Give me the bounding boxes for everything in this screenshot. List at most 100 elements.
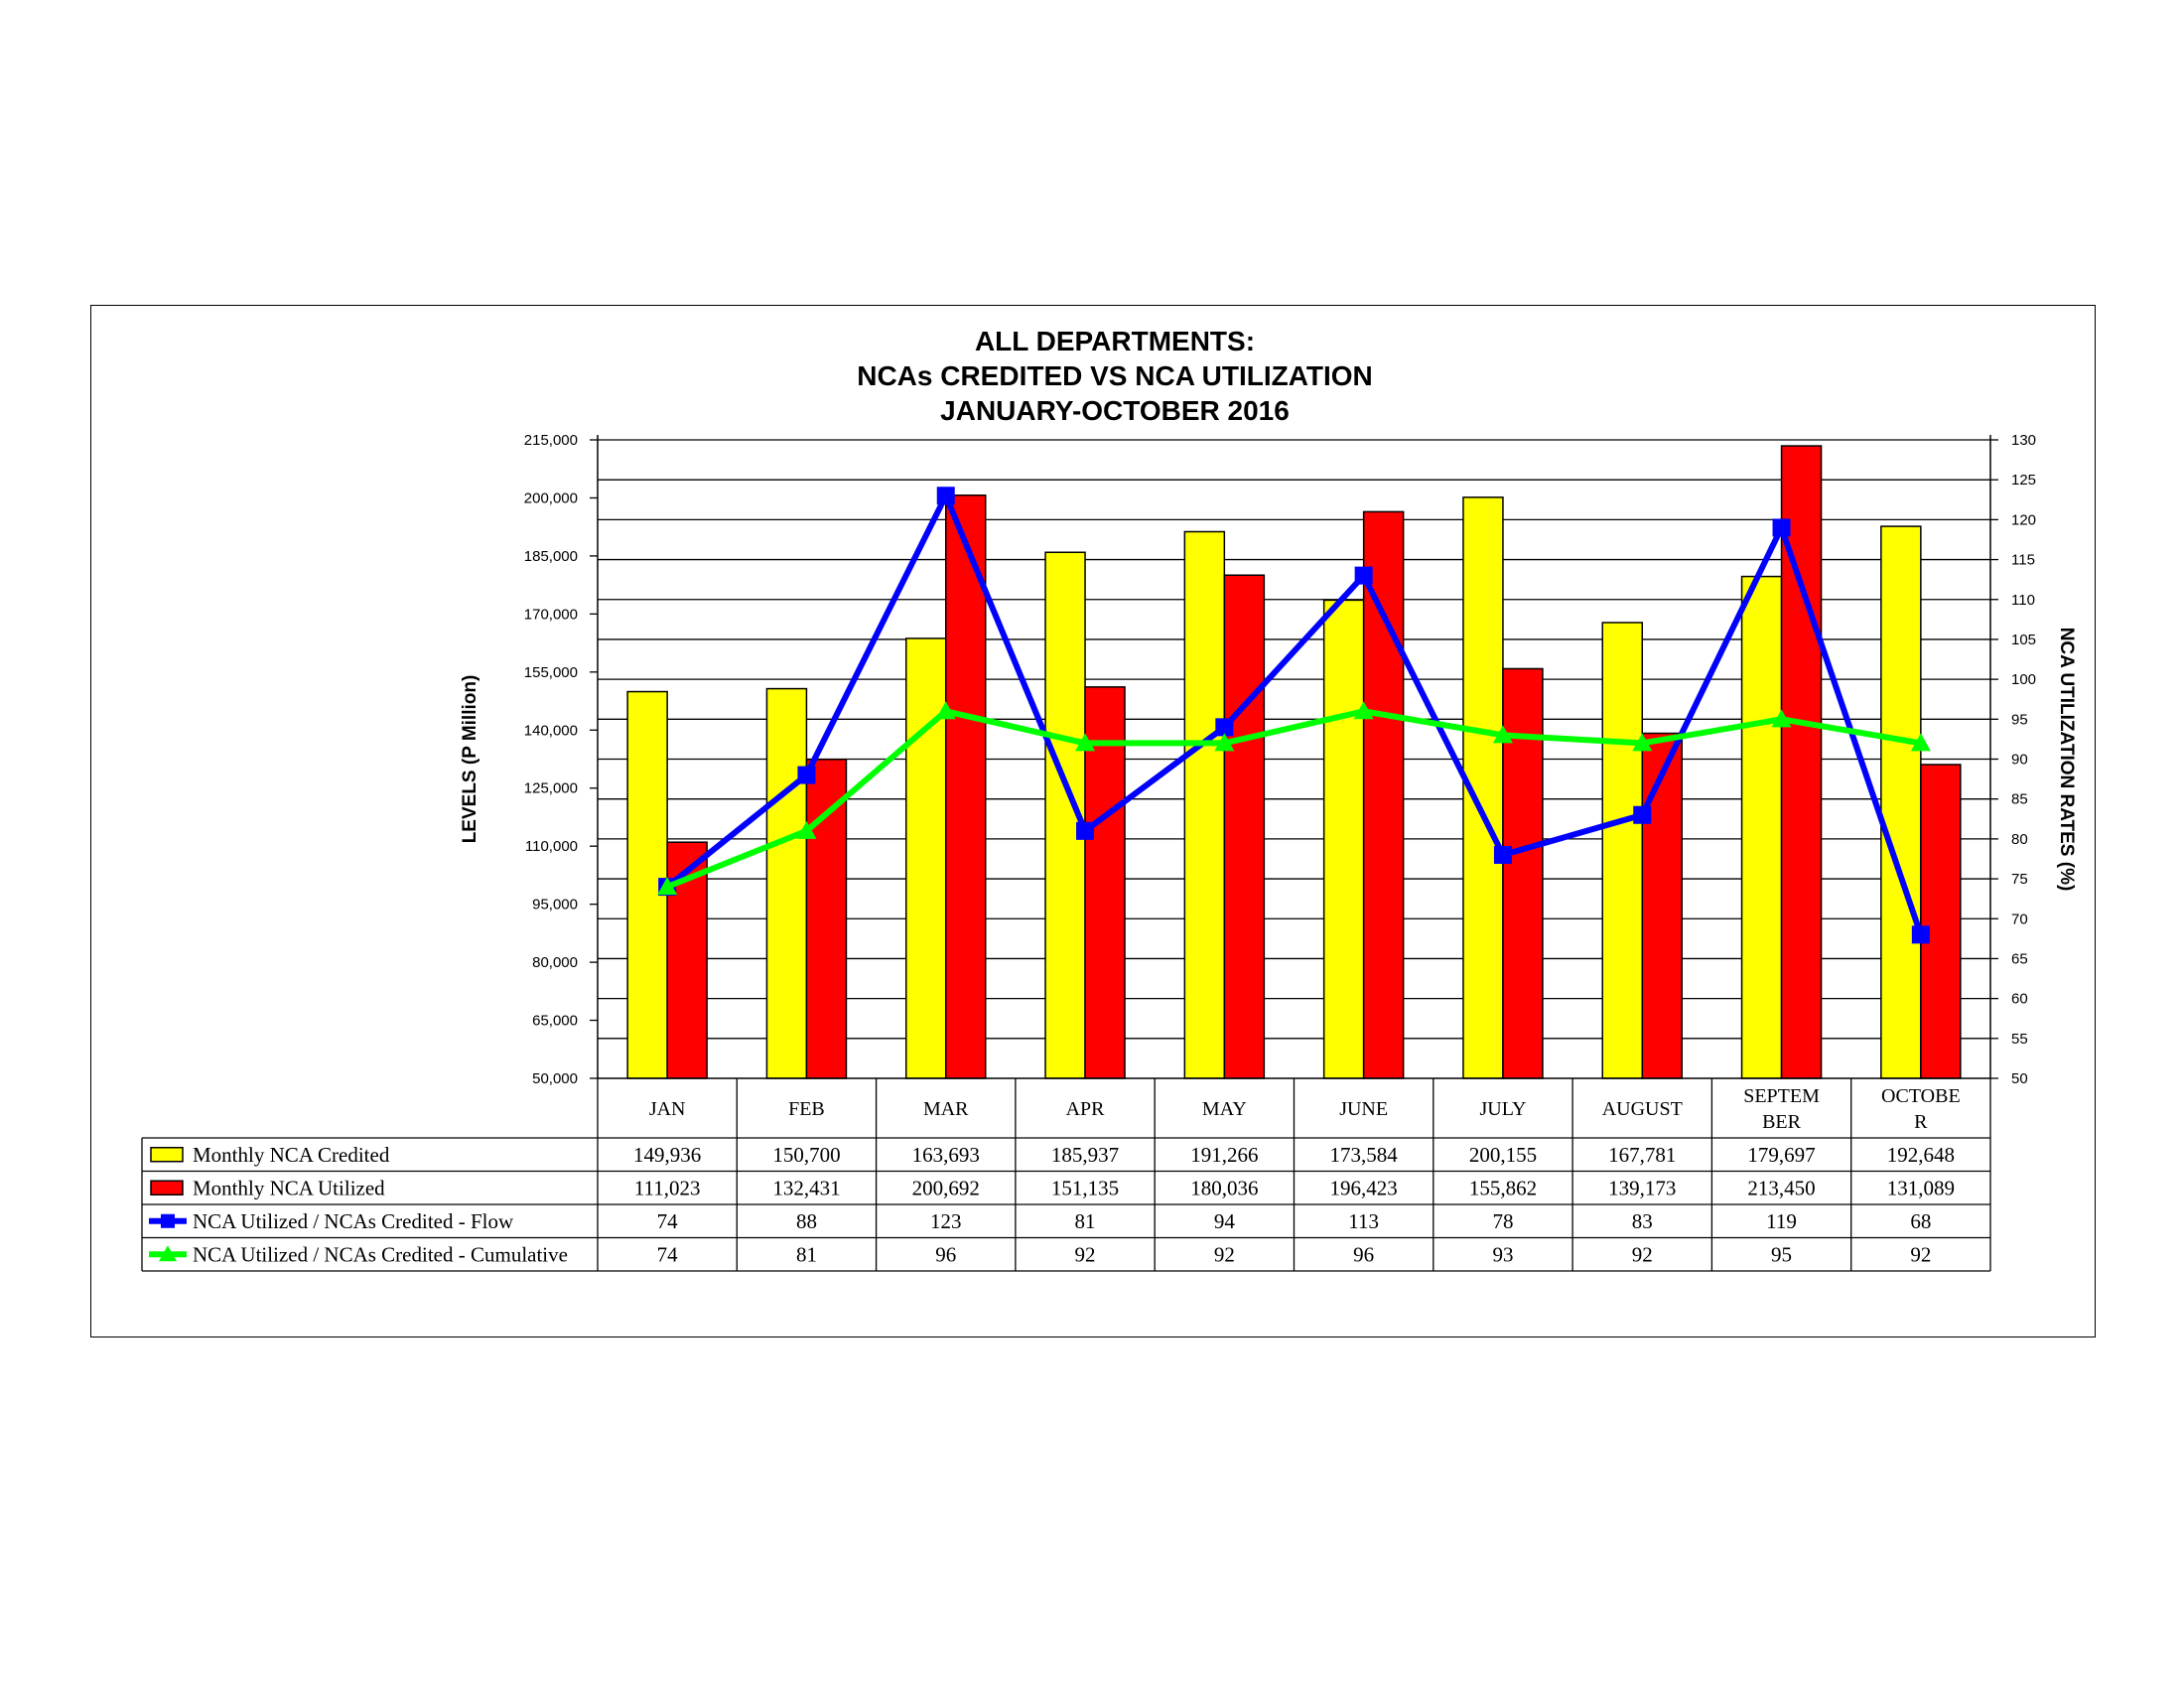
y-tick-label: 80,000	[532, 954, 578, 971]
y2-tick-label: 50	[2011, 1070, 2028, 1087]
bars	[626, 445, 1962, 1079]
x-tick-label: R	[1914, 1111, 1928, 1133]
table-cell: 81	[1075, 1209, 1096, 1233]
y-tick-label: 185,000	[524, 548, 578, 565]
x-tick-label: JUNE	[1339, 1098, 1388, 1120]
table-cell: 179,697	[1747, 1143, 1815, 1167]
y2-tick-label: 70	[2011, 911, 2028, 927]
utilized-bar	[805, 759, 848, 1079]
y2-tick-label: 120	[2011, 511, 2036, 528]
y2-tick-label: 60	[2011, 991, 2028, 1008]
credited-bar	[1183, 530, 1226, 1079]
cumulative-point	[796, 820, 817, 839]
table-cell: 96	[935, 1242, 956, 1266]
y-tick-label: 50,000	[532, 1070, 578, 1087]
y2-tick-label: 105	[2011, 632, 2036, 648]
credited-bar	[765, 687, 808, 1079]
cumulative-point	[1632, 733, 1653, 752]
chart-title-line: ALL DEPARTMENTS:	[975, 326, 1255, 356]
table-cell: 111,023	[634, 1176, 701, 1199]
flow-point	[1493, 845, 1512, 864]
table-cell: 167,781	[1608, 1143, 1676, 1167]
cumulative-line	[666, 708, 1922, 890]
table-cell: 163,693	[912, 1143, 980, 1167]
y-tick-label: 110,000	[525, 838, 578, 855]
x-tick-label: BER	[1762, 1111, 1802, 1133]
y2-tick-label: 130	[2011, 432, 2036, 449]
table-cell: 88	[796, 1209, 817, 1233]
credited-bar	[1322, 599, 1365, 1079]
utilized-bar	[1362, 510, 1405, 1079]
x-tick-label: MAY	[1202, 1098, 1247, 1120]
legend-key-bar	[150, 1147, 184, 1163]
legend-label: Monthly NCA Credited	[193, 1143, 390, 1167]
y2-tick-label: 90	[2011, 752, 2028, 769]
table-cell: 132,431	[772, 1176, 840, 1199]
y-tick-label: 125,000	[524, 780, 578, 797]
table-cell: 191,266	[1190, 1143, 1258, 1167]
table-cell: 83	[1632, 1209, 1653, 1233]
table-cell: 149,936	[633, 1143, 701, 1167]
table-cell: 213,450	[1747, 1176, 1815, 1199]
x-tick-label: SEPTEM	[1743, 1085, 1820, 1107]
legend-label: NCA Utilized / NCAs Credited - Cumulativ…	[193, 1242, 568, 1266]
y2-tick-label: 95	[2011, 711, 2028, 728]
table-cell: 119	[1766, 1209, 1797, 1233]
credited-bar	[1601, 622, 1643, 1079]
lines	[657, 487, 1931, 944]
axes: 50,000 65,000 80,000 95,000 110,000 125,000 14…	[460, 432, 2077, 1087]
x-tick-label: AUGUST	[1602, 1098, 1683, 1120]
table-cell: 74	[657, 1209, 679, 1233]
y2-tick-label: 110	[2011, 592, 2035, 609]
table-cell: 92	[1075, 1242, 1096, 1266]
x-tick-label: APR	[1066, 1098, 1106, 1120]
table-cell: 113	[1348, 1209, 1379, 1233]
table-cell: 185,937	[1051, 1143, 1119, 1167]
table-cell: 92	[1214, 1242, 1235, 1266]
utilized-bar	[1084, 686, 1126, 1079]
table-cell: 131,089	[1887, 1176, 1955, 1199]
y2-axis-title: NCA UTILIZATION RATES (%)	[2056, 628, 2077, 892]
y2-tick-label: 65	[2011, 950, 2028, 967]
flow-point	[797, 766, 816, 784]
table-cell: 155,862	[1469, 1176, 1537, 1199]
cumulative-point	[1771, 709, 1792, 728]
x-tick-label: MAR	[923, 1098, 969, 1120]
table-cell: 123	[930, 1209, 962, 1233]
table-cell: 74	[657, 1242, 679, 1266]
y-tick-label: 200,000	[524, 490, 578, 506]
table-cell: 92	[1632, 1242, 1653, 1266]
flow-point	[936, 487, 955, 505]
table-cell: 151,135	[1051, 1176, 1119, 1199]
legend-key-marker	[159, 1245, 177, 1262]
table-cell: 92	[1910, 1242, 1931, 1266]
y-tick-label: 65,000	[532, 1013, 578, 1030]
table-cell: 180,036	[1190, 1176, 1258, 1199]
flow-point	[1911, 925, 1930, 944]
x-tick-label: JULY	[1480, 1098, 1527, 1120]
y2-tick-label: 75	[2011, 871, 2028, 888]
y-axis-title: LEVELS (P Million)	[460, 675, 480, 844]
table-cell: 139,173	[1608, 1176, 1676, 1199]
credited-bar	[905, 637, 947, 1079]
x-tick-label: FEB	[788, 1098, 825, 1120]
table-cell: 192,648	[1887, 1143, 1955, 1167]
flow-point	[1772, 518, 1791, 537]
table-cell: 173,584	[1330, 1143, 1399, 1167]
utilized-bar	[1502, 667, 1544, 1079]
y-tick-label: 155,000	[524, 664, 578, 681]
table-cell: 196,423	[1330, 1176, 1398, 1199]
utilized-bar	[1920, 764, 1962, 1079]
x-tick-label: OCTOBE	[1881, 1085, 1961, 1107]
legend-key-marker	[161, 1213, 175, 1228]
cumulative-point	[935, 701, 956, 720]
y-tick-label: 140,000	[524, 722, 578, 739]
table-cell: 200,155	[1469, 1143, 1537, 1167]
chart-frame: ALL DEPARTMENTS: NCAs CREDITED VS NCA UTI…	[90, 305, 2096, 1337]
y2-tick-label: 80	[2011, 831, 2028, 848]
y2-tick-label: 100	[2011, 671, 2036, 688]
flow-point	[1633, 805, 1652, 824]
table-cell: 68	[1910, 1209, 1931, 1233]
utilized-bar	[1223, 574, 1266, 1079]
table-cell: 150,700	[772, 1143, 840, 1167]
